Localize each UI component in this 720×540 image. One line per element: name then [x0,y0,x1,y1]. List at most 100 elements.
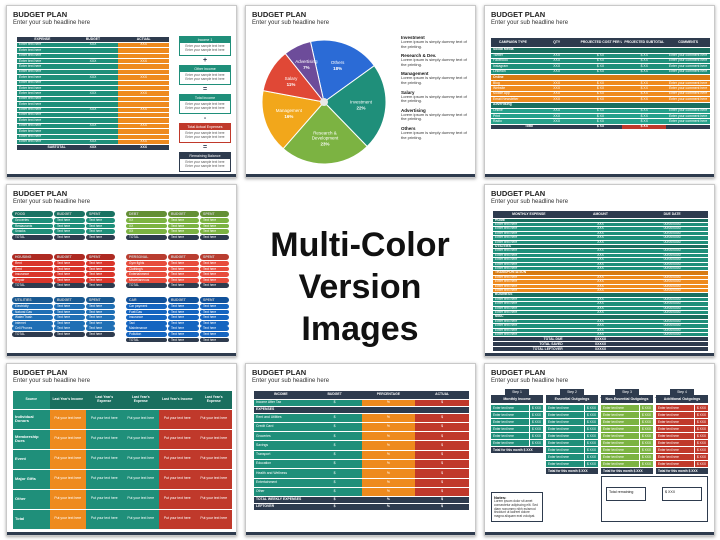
section-label: EXPENSES [254,406,469,414]
table-row: Rent and Utilities $% $ [254,413,469,423]
step-row: Enter text here [656,440,694,446]
slide-title: BUDGET PLAN [13,368,68,377]
table-cell: $ XX [578,85,623,92]
operator-sign: = [202,86,208,93]
group-cell: XX [126,229,167,234]
table-row: Enter text here XXX 00/00/0000 [493,284,708,290]
thumbnail-budget-pie-chart[interactable]: BUDGET PLAN Enter your sub headline here… [245,5,476,178]
group-cell: Text here [168,218,199,223]
legend-item: Management Lorem ipsum is simply dummy te… [401,71,471,85]
column-header: AMOUNT [564,211,637,219]
column-header: INCOME [254,391,308,400]
table-cell: SUBTOTAL [17,144,68,151]
step-row: Enter text here [601,440,639,446]
table-cell: Put your text here [86,429,123,450]
thumbnail-category-budget-pills[interactable]: BUDGET PLAN Enter your sub headline here… [6,184,237,357]
table-row: Enter text here [17,85,169,92]
table-cell: 00/00/0000 [636,310,708,316]
table-cell: Enter text here [17,80,68,87]
table-cell [67,101,119,108]
step-row: Enter text here [601,461,639,467]
group-cell: Text here [168,266,199,272]
table-row: Enter text here XXX 00/00/0000 [493,301,708,307]
group-cell: Text here [200,309,229,315]
step-value: $ XXX [530,433,543,439]
thumbnail-income-source-table[interactable]: BUDGET PLAN Enter your sub headline here… [6,363,237,536]
table-cell [67,96,119,103]
footer-bar [246,174,475,177]
table-cell: Put your text here [159,449,196,470]
center-heading-line2: Version Images [298,268,422,348]
table-cell: 00/00/0000 [636,306,708,312]
group-cell: Text here [200,223,229,229]
table-cell [67,117,119,124]
legend-title: Advertising [401,107,426,113]
table-row: Enter text here XXX XXX [17,139,169,146]
table-cell: Rent and Utilities [254,413,308,423]
thumbnail-four-step-budget[interactable]: BUDGET PLAN Enter your sub headline here… [484,363,715,536]
table-cell: $ [307,422,362,433]
table-cell: Put your text here [122,429,159,450]
table-cell: Enter your comment here [666,63,710,70]
group-header: BUDGET [54,211,85,217]
group-cell: Text here [200,283,229,289]
column-header: ACTUAL [118,37,169,43]
table-cell: TOTAL SAVED [493,341,565,348]
table-cell: Enter text here [493,284,565,290]
table-cell [67,80,119,87]
table-cell: Enter text here [493,306,565,312]
table-cell: XXX [564,248,637,254]
step-row: Enter text here [656,454,694,460]
step-value: $ XXX [695,461,708,467]
column-header: Last Year's Income [159,391,196,410]
section-label: Social Media [491,47,710,54]
center-heading: Multi-Color Version Images [245,224,475,350]
pie-slice-value: 18% [333,66,342,71]
table-cell: Enter your comment here [666,96,710,103]
table-cell: Major Gifts [13,469,50,490]
step-row: Enter text here [601,412,639,418]
step-value: $ XXX [585,440,598,446]
group-cell: Car payment [126,304,167,309]
thumbnail-campaign-budget-table[interactable]: BUDGET PLAN Enter your sub headline here… [484,5,715,178]
pie-slice-label: Advertising [295,59,318,64]
footer-bar [7,174,236,177]
pie-legend: Investment Lorem ipsum is simply dummy te… [401,35,471,144]
legend-text: Lorem ipsum is simply dummy text of the … [401,39,467,49]
table-cell: Email Newsletter [491,96,535,103]
table-cell: Put your text here [49,449,86,470]
group-cell: XX [126,223,167,229]
table-cell: Enter text here [17,90,68,97]
column-header: PROJECTED SUBTOTAL [622,38,667,48]
table-row: Enter text here XXX 00/00/0000 [493,253,708,259]
table-row: Enter text here XXX 00/00/0000 [493,266,708,272]
table-row: Enter text here XXX 00/00/0000 [493,275,708,281]
table-cell: XXX [564,332,637,338]
pie-slice-label: Salary [285,76,299,81]
table-cell: Enter text here [17,42,68,49]
flow-box-text: Enter your sample text here [185,131,225,135]
step-row: Enter text here [546,412,584,418]
table-cell: XXX [564,226,637,232]
thumbnail-monthly-expense-table[interactable]: BUDGET PLAN Enter your sub headline here… [484,184,715,357]
table-cell: Put your text here [195,409,232,430]
table-cell: 00/00/0000 [636,328,708,334]
table-row: Enter text here XXX 00/00/0000 [493,262,708,268]
table-cell: Put your text here [86,489,123,510]
step-row: Enter text here [491,412,529,418]
table-cell: $ XX [622,124,667,131]
table-row: Health and Wellness $% $ [254,468,469,479]
thumbnail-budget-expense-table[interactable]: BUDGET PLAN Enter your sub headline here… [6,5,237,178]
table-cell: Enter your comment here [666,118,710,125]
group-header: SPENT [86,254,115,260]
table-cell: 00/00/0000 [636,275,708,281]
thumbnail-weekly-expense-table[interactable]: BUDGET PLAN Enter your sub headline here… [245,363,476,536]
table-cell: 00/00/0000 [636,332,708,338]
table-header-row: Source Last Year's Income Last Year's Expe… [13,391,232,410]
table-cell: Enter your comment here [666,85,710,92]
group-cell: Text here [200,261,229,266]
step-row: Enter text here [491,419,529,425]
table-cell [118,134,169,140]
group-cell: Pollution [126,332,167,337]
table-cell: Enter text here [493,231,565,237]
